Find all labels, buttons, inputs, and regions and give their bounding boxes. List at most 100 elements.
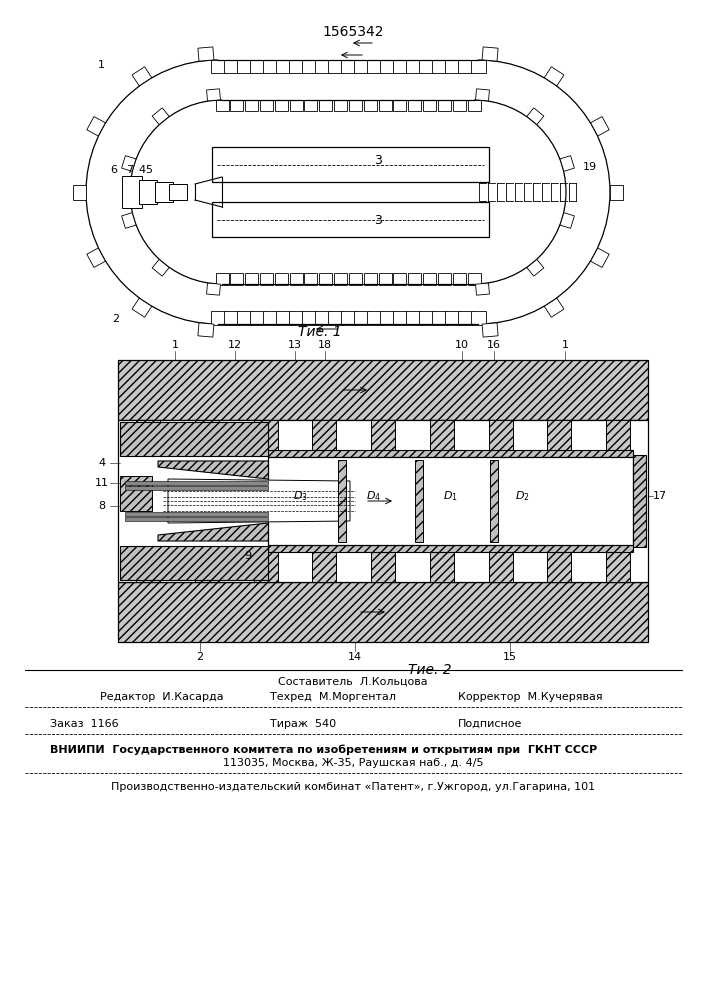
Polygon shape [544, 67, 564, 86]
Text: $D_2$: $D_2$ [515, 489, 530, 503]
Polygon shape [419, 60, 433, 73]
Text: Подписное: Подписное [458, 719, 522, 729]
Polygon shape [132, 67, 152, 86]
Polygon shape [168, 479, 350, 523]
Bar [338, 460, 346, 542]
Polygon shape [87, 117, 105, 136]
Bar [118, 360, 648, 420]
Bar [125, 512, 268, 516]
Polygon shape [363, 273, 377, 284]
Polygon shape [393, 273, 407, 284]
Polygon shape [216, 273, 228, 284]
Polygon shape [327, 311, 342, 324]
Bar [125, 481, 268, 485]
Polygon shape [354, 311, 368, 324]
Bar [194, 420, 218, 450]
Polygon shape [349, 100, 362, 111]
Polygon shape [544, 298, 564, 317]
Text: Составитель  Л.Кольцова: Составитель Л.Кольцова [278, 677, 428, 687]
Polygon shape [423, 273, 436, 284]
Polygon shape [73, 184, 86, 200]
Polygon shape [438, 100, 451, 111]
Bar [125, 486, 268, 490]
Polygon shape [250, 311, 264, 324]
Polygon shape [237, 311, 252, 324]
Polygon shape [262, 311, 278, 324]
Polygon shape [560, 156, 574, 171]
Bar [312, 420, 337, 450]
Polygon shape [152, 259, 169, 276]
Text: 14: 14 [348, 652, 362, 662]
Bar [371, 420, 395, 450]
Polygon shape [431, 60, 447, 73]
Text: 12: 12 [228, 340, 242, 350]
Bar [212, 202, 489, 237]
Bar [254, 420, 278, 450]
Bar [118, 420, 648, 582]
Bar [139, 180, 157, 204]
Polygon shape [467, 273, 481, 284]
Bar [136, 552, 160, 582]
Polygon shape [482, 47, 498, 61]
Polygon shape [223, 60, 238, 73]
Bar [547, 552, 571, 582]
Text: 6: 6 [110, 165, 117, 175]
Text: Тираж  540: Тираж 540 [270, 719, 336, 729]
Polygon shape [305, 100, 317, 111]
Text: 1565342: 1565342 [322, 25, 384, 39]
Polygon shape [315, 60, 329, 73]
Polygon shape [260, 273, 273, 284]
Text: 4: 4 [98, 458, 105, 468]
Polygon shape [476, 89, 489, 101]
Text: 3: 3 [374, 214, 382, 227]
Text: ВНИИПИ  Государственного комитета по изобретениям и открытиям при  ГКНТ СССР: ВНИИПИ Государственного комитета по изоб… [50, 745, 597, 755]
Bar [120, 422, 268, 456]
Polygon shape [457, 60, 472, 73]
Polygon shape [445, 311, 460, 324]
Bar [136, 420, 160, 450]
Polygon shape [132, 298, 152, 317]
Text: 19: 19 [583, 162, 597, 172]
Text: 17: 17 [653, 491, 667, 501]
Polygon shape [408, 273, 421, 284]
Polygon shape [470, 60, 486, 73]
Text: 7: 7 [127, 165, 134, 175]
Bar [254, 552, 278, 582]
Bar [155, 182, 173, 202]
Polygon shape [467, 100, 481, 111]
Polygon shape [262, 60, 278, 73]
Text: Корректор  М.Кучерявая: Корректор М.Кучерявая [458, 692, 602, 702]
Polygon shape [341, 311, 356, 324]
Polygon shape [590, 248, 609, 267]
Text: $D_4$: $D_4$ [366, 489, 382, 503]
Polygon shape [290, 273, 303, 284]
Text: 11: 11 [95, 478, 109, 488]
Polygon shape [354, 60, 368, 73]
Polygon shape [237, 60, 252, 73]
Text: 16: 16 [487, 340, 501, 350]
Bar [120, 476, 152, 510]
Text: 113035, Москва, Ж-35, Раушская наб., д. 4/5: 113035, Москва, Ж-35, Раушская наб., д. … [223, 758, 484, 768]
Polygon shape [206, 89, 221, 101]
Polygon shape [276, 60, 291, 73]
Text: 13: 13 [288, 340, 302, 350]
Polygon shape [223, 311, 238, 324]
Bar [547, 420, 571, 450]
Polygon shape [452, 273, 466, 284]
Polygon shape [250, 60, 264, 73]
Bar [120, 546, 268, 580]
Polygon shape [341, 60, 356, 73]
Polygon shape [457, 311, 472, 324]
Polygon shape [216, 100, 228, 111]
Polygon shape [301, 311, 317, 324]
Bar [212, 147, 489, 182]
Polygon shape [366, 311, 382, 324]
Polygon shape [527, 259, 544, 276]
Text: 1: 1 [98, 60, 105, 70]
Polygon shape [245, 100, 258, 111]
Text: Заказ  1166: Заказ 1166 [50, 719, 119, 729]
Polygon shape [392, 311, 407, 324]
Text: 2: 2 [112, 314, 119, 324]
Bar [268, 457, 633, 545]
Polygon shape [406, 60, 421, 73]
